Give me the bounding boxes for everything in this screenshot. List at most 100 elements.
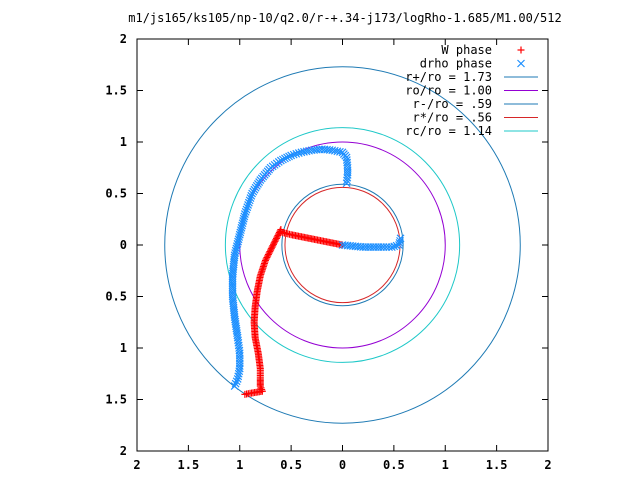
y-tick-label: 1 [120,135,127,149]
legend-label: r+/ro = 1.73 [405,70,492,84]
drho-phase-point [278,155,287,164]
drho-phase-point [287,151,296,160]
w-phase-point [275,230,283,238]
drho-phase-point [233,239,242,248]
drho-phase-point [396,236,404,245]
y-tick-label: 1.5 [105,84,127,98]
w-phase-point [272,234,280,242]
drho-phase-point [230,382,239,391]
legend-label: r-/ro = .59 [413,97,492,111]
drho-phase-point [238,219,247,228]
drho-phase-point [234,237,242,246]
drho-phase-point [236,228,245,237]
w-phase-point [266,248,274,256]
circle-rc [224,127,461,363]
drho-phase-point [247,191,256,200]
drho-phase-point [233,374,242,383]
w-phase-point [517,46,525,54]
drho-phase-point [297,148,306,157]
drho-phase-point [395,239,404,247]
drho-phase-point [242,205,251,214]
w-phase-point [263,254,271,262]
w-phase-point [276,227,284,235]
w-phase-point [272,236,280,244]
w-phase-point [262,255,270,263]
x-tick-label: 1 [442,458,449,472]
drho-phase-point [231,379,240,388]
y-tick-label: 0.5 [105,290,127,304]
w-phase-point [274,231,282,239]
drho-phase-point [281,154,289,163]
drho-phase-point [244,198,253,207]
drho-phase-point [292,149,301,158]
drho-phase-point [232,377,241,386]
w-phase-point [265,249,273,257]
drho-phase-point [241,207,250,216]
drho-phase-point [240,212,249,221]
w-phase-point [267,245,275,253]
drho-phase-point [283,153,291,162]
w-phase-point [271,237,279,245]
circle-r [164,66,521,424]
w-phase-point [264,251,272,259]
drho-phase-point [246,194,255,203]
x-tick-label: 0.5 [280,458,302,472]
drho-phase-point [289,150,298,159]
drho-phase-point [248,189,257,198]
legend-label: rc/ro = 1.14 [405,124,492,138]
w-phase-point [275,228,283,236]
w-phase-point [267,246,275,254]
drho-phase-point [236,226,245,235]
legend-label: r*/ro = .56 [413,111,492,125]
y-tick-label: 2 [120,444,127,458]
x-tick-label: 2 [544,458,551,472]
data-series [228,145,405,398]
drho-phase-point [387,243,396,251]
y-tick-label: 0 [120,238,127,252]
chart-title: m1/js165/ks105/np-10/q2.0/r-+.34-j173/lo… [128,11,561,25]
drho-phase-point [232,244,241,253]
drho-phase-point [243,203,252,212]
x-tick-label: 0.5 [383,458,405,472]
x-tick-label: 1.5 [486,458,508,472]
w-phase-point [270,239,278,247]
drho-phase-point [245,196,254,205]
drho-phase-point [396,234,405,243]
y-tick-label: 1.5 [105,393,127,407]
x-tick-label: 1.5 [178,458,200,472]
drho-phase-point [234,372,243,381]
drho-phase-point [285,152,293,161]
w-phase-point [268,243,276,251]
drho-phase-point [342,156,351,164]
w-phase-point [273,233,281,241]
drho-phase-point [237,223,246,232]
drho-phase-point [239,217,248,225]
y-tick-label: 1 [120,341,127,355]
drho-phase-point [240,210,249,219]
drho-phase-point [517,59,525,68]
drho-phase-point [238,221,246,230]
x-tick-label: 2 [133,458,140,472]
drho-phase-point [231,246,240,255]
w-phase-point [264,252,272,260]
legend-label: ro/ro = 1.00 [405,84,492,98]
y-tick-label: 2 [120,32,127,46]
legend-label: drho phase [420,57,492,71]
w-phase-point [270,240,278,248]
drho-phase-point [235,230,244,239]
drho-phase-point [235,233,244,241]
drho-phase-point [239,214,248,223]
w-phase-point [241,390,249,398]
drho-phase-point [232,242,241,251]
x-tick-label: 1 [236,458,243,472]
x-tick-label: 0 [339,458,346,472]
w-phase-point [269,242,277,250]
axis-ticks: 2 1.5 1 0.5 0 0.5 1 1.5 221.510.500.511.52 [105,32,551,472]
drho-phase-point [234,235,243,244]
drho-phase-point [294,149,303,157]
circle-r [284,186,401,304]
circle-r [281,183,404,307]
